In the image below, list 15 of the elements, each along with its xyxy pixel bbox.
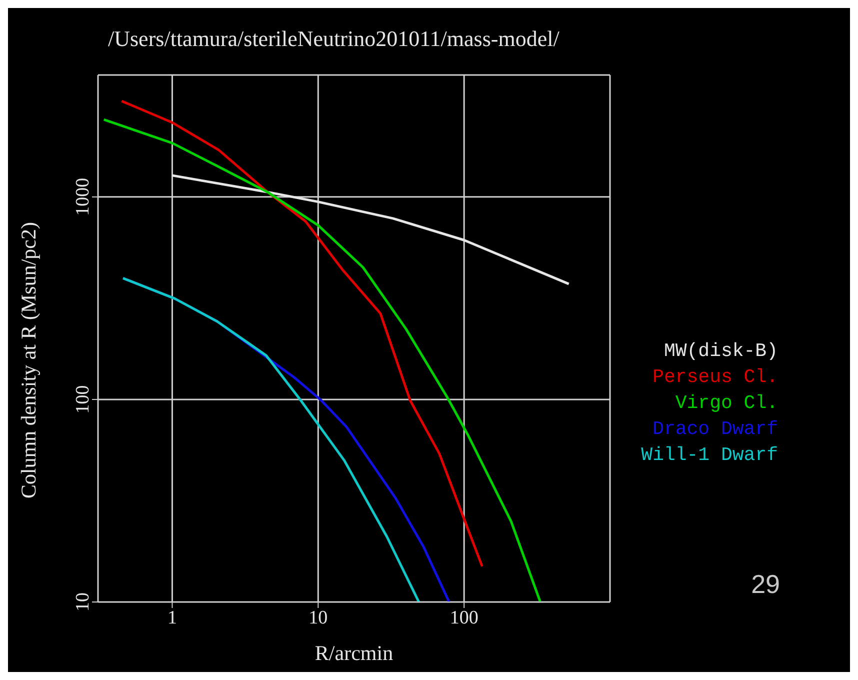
y-tick-label: 100 (72, 385, 94, 414)
y-tick-label: 1000 (72, 178, 94, 216)
x-tick-label: 100 (450, 607, 478, 628)
x-tick-label: 1 (167, 607, 177, 628)
x-tick-label: 10 (308, 607, 328, 628)
text: 29 (751, 569, 780, 600)
text: Will-1 Dwarf (640, 443, 778, 468)
y-tick-label: 10 (72, 592, 94, 612)
text: Perseus Cl. (652, 365, 778, 390)
text: MW(disk-B) (662, 339, 778, 364)
y-axis-title: Column density at R (Msun/pc2) (16, 222, 40, 498)
x-axis-title: R/arcmin (314, 641, 394, 665)
chart-title: /Users/ttamura/sterileNeutrino201011/mass-model/ (108, 26, 560, 52)
text: Draco Dwarf (652, 417, 778, 442)
text: Virgo Cl. (674, 391, 778, 416)
